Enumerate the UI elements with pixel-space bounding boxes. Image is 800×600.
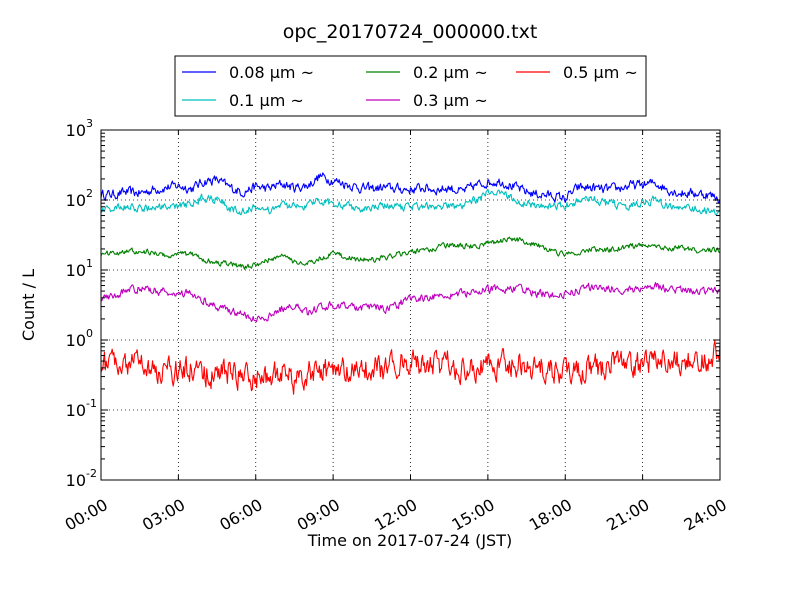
y-tick-label: 10 0 [66, 327, 93, 350]
x-tick-label: 18:00 [526, 495, 575, 535]
chart-title: opc_20170724_000000.txt [283, 21, 538, 43]
ticks [100, 129, 721, 481]
y-tick-exponent: 0 [86, 327, 93, 340]
x-tick-label: 00:00 [62, 495, 111, 535]
x-tick-label: 24:00 [681, 495, 730, 535]
y-tick-exponent: 2 [86, 187, 93, 200]
legend-label: 0.1 μm ~ [229, 91, 304, 110]
y-tick-exponent: 3 [86, 117, 93, 130]
legend-entry: 0.1 μm ~ [182, 91, 304, 110]
y-tick-base: 10 [66, 191, 86, 210]
legend-label: 0.2 μm ~ [413, 63, 488, 82]
series-line [100, 340, 721, 395]
y-tick-base: 10 [66, 471, 86, 490]
y-tick-exponent: -1 [86, 397, 97, 410]
y-tick-label: 10 1 [66, 257, 93, 280]
series-line [100, 188, 721, 216]
x-tick-label: 12:00 [371, 495, 420, 535]
series-line [100, 172, 721, 204]
x-tick-label: 15:00 [448, 495, 497, 535]
legend-entry: 0.5 μm ~ [516, 63, 638, 82]
legend-entry: 0.2 μm ~ [366, 63, 488, 82]
legend-entry: 0.08 μm ~ [182, 63, 314, 82]
y-tick-base: 10 [66, 401, 86, 420]
y-tick-base: 10 [66, 331, 86, 350]
series-line [100, 281, 721, 323]
legend-label: 0.5 μm ~ [563, 63, 638, 82]
x-tick-labels: 00:00 03:00 06:00 09:00 12:00 15:00 18:00 21:00… [62, 495, 730, 535]
series-line [100, 236, 721, 270]
legend-label: 0.08 μm ~ [229, 63, 314, 82]
legend-entry: 0.3 μm ~ [366, 91, 488, 110]
y-tick-exponent: -2 [86, 467, 97, 480]
legend: 0.08 μm ~ 0.1 μm ~ 0.2 μm ~ 0.3 μm ~ 0.5 μm … [174, 55, 647, 117]
x-axis-label: Time on 2017-07-24 (JST) [307, 531, 512, 550]
x-tick-label: 09:00 [294, 495, 343, 535]
x-tick-label: 03:00 [139, 495, 188, 535]
legend-box [174, 55, 647, 117]
grid [101, 130, 720, 480]
y-tick-label: 10 2 [66, 187, 93, 210]
y-tick-label: 10 -2 [66, 467, 97, 490]
y-tick-label: 10 -1 [66, 397, 97, 420]
x-tick-label: 21:00 [603, 495, 652, 535]
y-axis-label: Count / L [19, 269, 38, 341]
y-tick-exponent: 1 [86, 257, 93, 270]
y-tick-base: 10 [66, 121, 86, 140]
x-tick-label: 06:00 [216, 495, 265, 535]
series-group [100, 172, 721, 395]
y-tick-label: 10 3 [66, 117, 93, 140]
y-tick-base: 10 [66, 261, 86, 280]
legend-label: 0.3 μm ~ [413, 91, 488, 110]
